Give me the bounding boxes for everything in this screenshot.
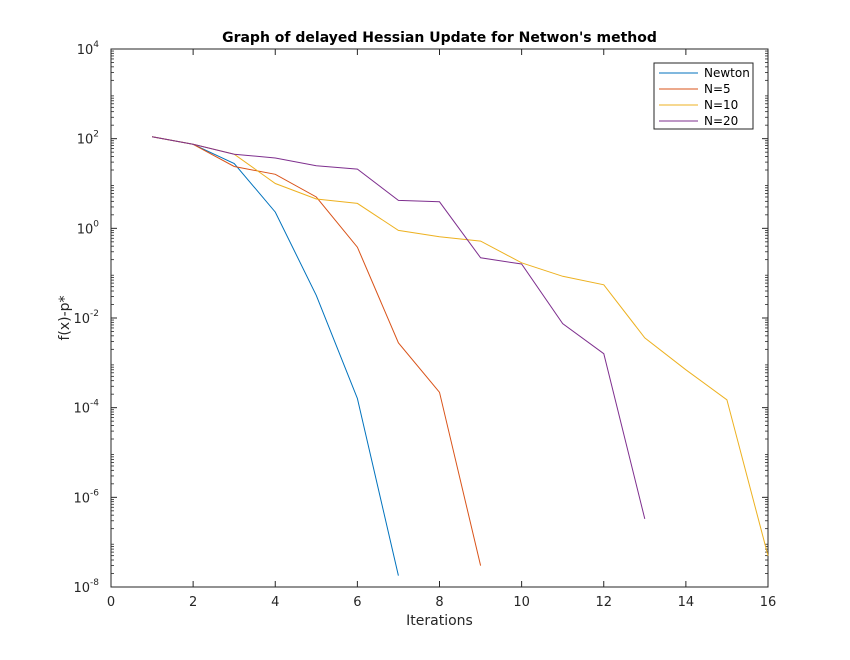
series-line-n-5: [152, 136, 482, 566]
axis-ticks: 0 2 4 6 8 10 12 14 16 10-8 10-6 10-4 10-2 100 102 104: [73, 40, 776, 610]
x-tick-label: 6: [353, 595, 361, 610]
x-axis-label: Iterations: [406, 613, 473, 629]
y-tick-label: 10-2: [73, 309, 99, 327]
y-tick-label: 10-8: [73, 578, 99, 596]
y-tick-label: 102: [77, 130, 99, 148]
x-tick-label: 2: [189, 595, 197, 610]
x-tick-label: 16: [760, 595, 777, 610]
legend-label: Newton: [704, 66, 750, 80]
chart-title: Graph of delayed Hessian Update for Netw…: [222, 30, 657, 46]
series-line-n-10: [152, 136, 769, 556]
legend-label: N=20: [704, 114, 738, 128]
x-tick-label: 14: [678, 595, 695, 610]
x-tick-label: 0: [107, 595, 115, 610]
y-tick-label: 100: [77, 219, 100, 237]
y-axis-label: f(x)-p*: [57, 295, 73, 340]
x-tick-label: 4: [271, 595, 279, 610]
y-tick-label: 104: [77, 40, 100, 58]
series-line-n-20: [152, 136, 646, 520]
y-tick-label: 10-6: [73, 488, 99, 506]
legend: Newton N=5 N=10 N=20: [653, 62, 754, 130]
plot-area: [110, 48, 769, 588]
x-tick-label: 8: [435, 595, 443, 610]
x-tick-label: 12: [595, 595, 612, 610]
legend-box: [653, 62, 754, 130]
series-lines: [152, 136, 769, 576]
legend-label: N=5: [704, 82, 731, 96]
y-tick-label: 10-4: [73, 399, 99, 417]
legend-label: N=10: [704, 98, 738, 112]
x-tick-label: 10: [513, 595, 530, 610]
